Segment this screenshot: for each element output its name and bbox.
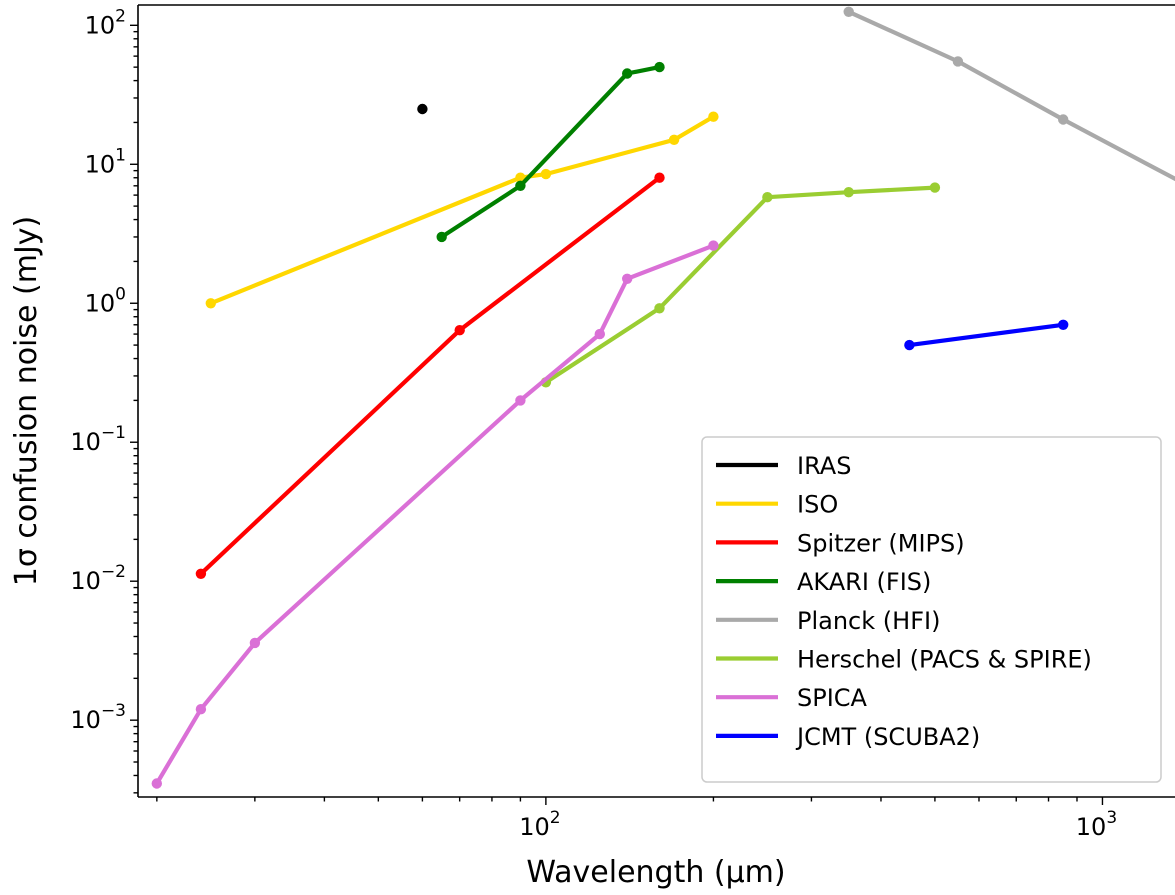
data-point-herschel-pacs-spire — [762, 192, 773, 203]
data-point-spica — [515, 395, 526, 406]
x-tick-label: 102 — [519, 808, 560, 841]
legend-label: SPICA — [797, 684, 868, 712]
y-tick-label: 10−1 — [70, 423, 126, 456]
y-tick-label: 100 — [85, 284, 126, 317]
data-point-iso — [708, 111, 719, 122]
series-line-akari-fis — [440, 65, 660, 239]
data-point-spitzer-mips — [654, 172, 665, 183]
data-point-spica — [151, 778, 162, 789]
data-point-jcmt-scuba2 — [904, 339, 915, 351]
x-axis-label: Wavelength (μm) — [526, 855, 785, 890]
legend-label: Herschel (PACS & SPIRE) — [797, 646, 1092, 674]
data-point-spitzer-mips — [454, 325, 465, 336]
data-point-jcmt-scuba2 — [1058, 319, 1069, 330]
data-point-akari-fis — [436, 231, 447, 243]
data-point-planck-hfi — [843, 6, 854, 17]
data-point-akari-fis — [622, 68, 633, 79]
data-point-akari-fis — [654, 61, 665, 73]
data-point-spica — [622, 273, 633, 284]
ticks-layer: 102 103 102 101 100 10−1 10−2 10−3 — [70, 6, 1117, 841]
data-point-spitzer-mips — [195, 568, 207, 579]
series-layer — [151, 6, 1175, 789]
data-point-herschel-pacs-spire — [843, 187, 854, 198]
data-point-iso — [668, 134, 680, 145]
data-point-planck-hfi — [952, 56, 964, 67]
legend: IRAS ISO Spitzer (MIPS) AKARI (FIS) Planck (… — [701, 436, 1162, 783]
series-line-planck-hfi — [847, 9, 1175, 182]
x-tick-label: 103 — [1076, 808, 1117, 841]
legend-box — [701, 436, 1162, 783]
legend-label: Planck (HFI) — [797, 607, 940, 635]
data-point-iso — [540, 168, 552, 180]
data-point-iso — [205, 298, 216, 309]
data-point-spica — [594, 328, 605, 340]
y-tick-label: 102 — [85, 6, 126, 39]
data-point-akari-fis — [515, 180, 526, 191]
legend-label: JCMT (SCUBA2) — [795, 723, 980, 751]
data-point-spica — [195, 704, 207, 715]
legend-label: AKARI (FIS) — [797, 568, 931, 596]
legend-label: ISO — [797, 491, 838, 519]
y-tick-label: 10−2 — [70, 562, 126, 595]
data-point-herschel-pacs-spire — [929, 182, 941, 193]
y-tick-label: 101 — [85, 145, 126, 178]
y-axis-label: 1σ confusion noise (mJy) — [9, 216, 44, 587]
data-point-iras — [417, 103, 428, 115]
data-point-spica — [249, 637, 261, 649]
data-point-herschel-pacs-spire — [654, 303, 665, 314]
y-tick-label: 10−3 — [70, 701, 126, 734]
data-point-planck-hfi — [1058, 114, 1069, 125]
series-line-jcmt-scuba2 — [909, 322, 1064, 348]
series-line-spitzer-mips — [199, 176, 661, 576]
legend-label: Spitzer (MIPS) — [797, 529, 965, 557]
series-line-herschel-pacs-spire — [544, 185, 936, 385]
data-point-spica — [708, 240, 719, 251]
legend-label: IRAS — [797, 452, 851, 480]
